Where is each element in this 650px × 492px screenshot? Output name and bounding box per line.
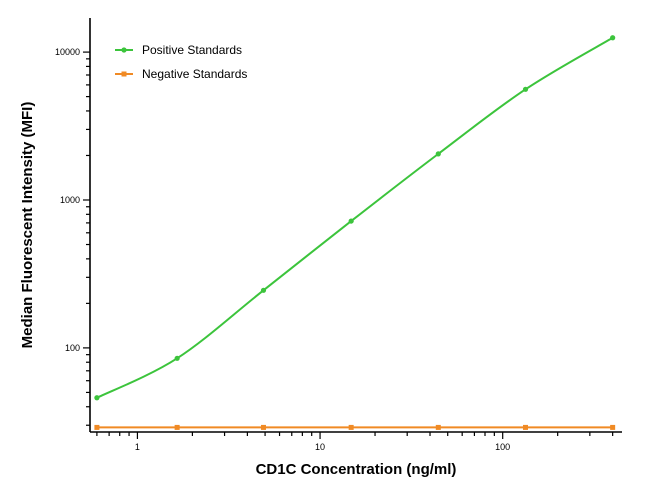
data-point-positive-2 — [260, 287, 267, 293]
x-axis-title: CD1C Concentration (ng/ml) — [256, 461, 457, 478]
series-layer — [94, 35, 616, 430]
data-point-positive-3 — [348, 218, 354, 224]
data-point-negative-4 — [435, 424, 441, 430]
data-point-positive-6 — [610, 35, 616, 41]
data-point-negative-1 — [174, 424, 180, 430]
data-point-positive-5 — [522, 86, 529, 92]
data-point-positive-4 — [435, 151, 441, 157]
legend: Positive Standards Negative Standards — [115, 43, 247, 81]
legend-item-negative: Negative Standards — [115, 67, 247, 81]
x-tick-label-2: 100 — [495, 442, 510, 452]
ticks-layer: 1 10 100 100 1000 10000 — [55, 47, 614, 452]
legend-label-positive: Positive Standards — [142, 43, 242, 57]
legend-label-negative: Negative Standards — [142, 67, 247, 81]
data-point-negative-6 — [610, 424, 616, 430]
x-tick-label-0: 1 — [135, 442, 140, 452]
data-point-negative-3 — [348, 424, 354, 430]
data-point-negative-5 — [522, 424, 528, 430]
y-tick-label-0: 100 — [65, 343, 80, 353]
y-axis-title: Median Fluorescent Intensity (MFI) — [19, 102, 36, 349]
legend-marker-negative — [121, 71, 127, 77]
y-tick-label-2: 10000 — [55, 47, 80, 57]
data-point-negative-0 — [94, 424, 100, 430]
y-tick-label-1: 1000 — [60, 195, 80, 205]
data-point-negative-2 — [260, 424, 266, 430]
legend-marker-positive — [121, 47, 127, 53]
legend-item-positive: Positive Standards — [115, 43, 242, 57]
data-point-positive-1 — [174, 355, 180, 361]
series-line-positive — [96, 36, 614, 399]
x-tick-label-1: 10 — [315, 442, 325, 452]
data-point-positive-0 — [94, 395, 100, 401]
